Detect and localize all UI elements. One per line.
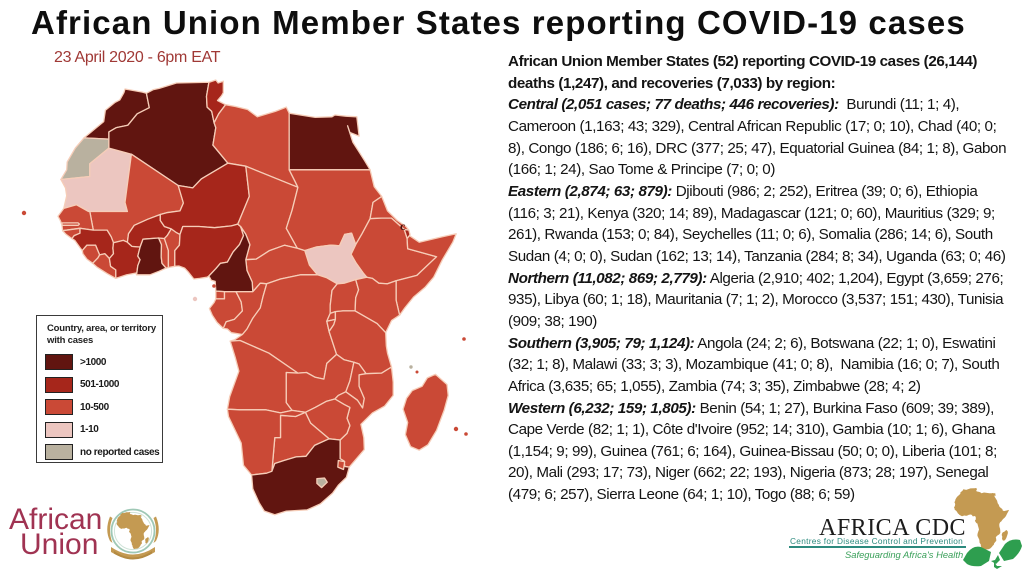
- svg-text:c: c: [400, 219, 406, 233]
